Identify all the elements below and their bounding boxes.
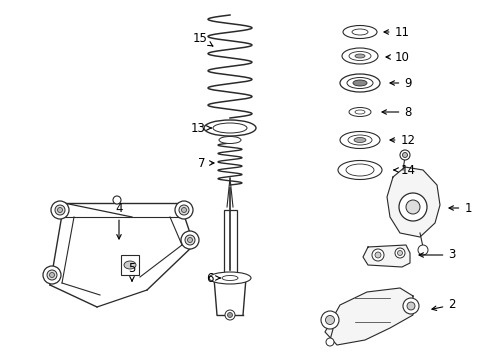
Circle shape: [397, 251, 402, 256]
Circle shape: [417, 245, 427, 255]
Circle shape: [181, 207, 186, 212]
Ellipse shape: [346, 164, 373, 176]
Circle shape: [402, 153, 407, 158]
Circle shape: [51, 201, 69, 219]
Text: 13: 13: [190, 122, 211, 135]
Text: 9: 9: [389, 77, 411, 90]
Ellipse shape: [354, 110, 364, 114]
Ellipse shape: [339, 131, 379, 149]
Circle shape: [181, 231, 199, 249]
Circle shape: [320, 311, 338, 329]
Circle shape: [113, 196, 121, 204]
Text: 3: 3: [418, 248, 455, 261]
Text: 10: 10: [385, 50, 408, 63]
Ellipse shape: [348, 51, 370, 60]
Polygon shape: [325, 288, 412, 345]
Ellipse shape: [213, 123, 246, 133]
Circle shape: [374, 252, 380, 258]
Ellipse shape: [353, 138, 365, 143]
Ellipse shape: [339, 74, 379, 92]
Circle shape: [179, 205, 189, 215]
Circle shape: [406, 302, 414, 310]
Circle shape: [227, 312, 232, 318]
Text: 2: 2: [431, 298, 455, 311]
Ellipse shape: [354, 54, 364, 58]
Ellipse shape: [347, 135, 371, 145]
Ellipse shape: [352, 80, 366, 86]
Polygon shape: [386, 167, 439, 237]
Circle shape: [43, 266, 61, 284]
Ellipse shape: [342, 26, 376, 39]
Circle shape: [175, 201, 193, 219]
Ellipse shape: [341, 48, 377, 64]
Text: 12: 12: [389, 134, 415, 147]
Circle shape: [49, 273, 54, 278]
Polygon shape: [362, 245, 409, 267]
Text: 5: 5: [128, 261, 135, 281]
Text: 14: 14: [393, 163, 415, 176]
Text: 1: 1: [448, 202, 471, 215]
Circle shape: [398, 193, 426, 221]
Ellipse shape: [203, 120, 256, 136]
Ellipse shape: [222, 275, 238, 280]
Ellipse shape: [348, 108, 370, 117]
Ellipse shape: [337, 161, 381, 180]
Circle shape: [224, 310, 235, 320]
Circle shape: [371, 249, 383, 261]
Circle shape: [402, 298, 418, 314]
Text: 15: 15: [192, 32, 212, 46]
Circle shape: [394, 248, 404, 258]
Ellipse shape: [219, 136, 241, 144]
Circle shape: [399, 150, 409, 160]
Text: 8: 8: [381, 105, 411, 118]
Ellipse shape: [124, 261, 136, 269]
Circle shape: [405, 200, 419, 214]
Bar: [223, 210, 236, 275]
Ellipse shape: [346, 77, 372, 89]
Text: 4: 4: [115, 202, 122, 239]
Text: 11: 11: [383, 26, 408, 39]
Circle shape: [55, 205, 65, 215]
Text: 7: 7: [198, 157, 214, 170]
Bar: [121, 255, 139, 275]
Circle shape: [47, 270, 57, 280]
Circle shape: [184, 235, 195, 245]
Ellipse shape: [208, 272, 250, 284]
Circle shape: [187, 238, 192, 243]
Circle shape: [325, 338, 333, 346]
Ellipse shape: [351, 29, 367, 35]
Circle shape: [325, 315, 334, 324]
Circle shape: [58, 207, 62, 212]
Text: 6: 6: [206, 271, 220, 284]
